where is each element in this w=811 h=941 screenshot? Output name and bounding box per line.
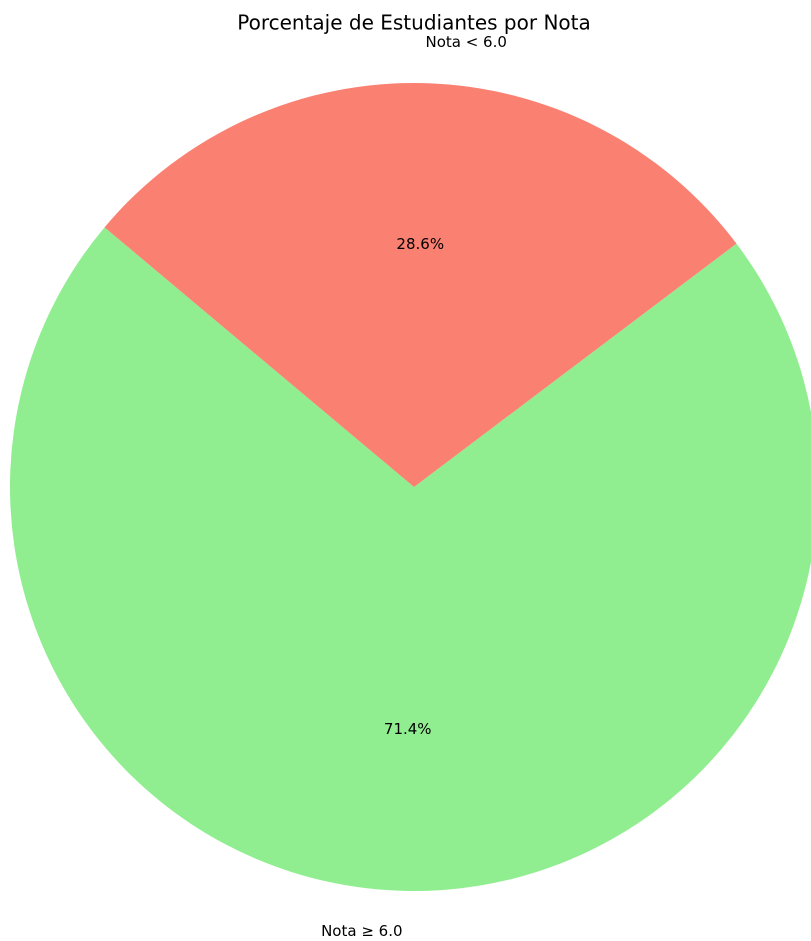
value-label: 71.4% bbox=[384, 720, 432, 738]
slice-label: Nota ≥ 6.0 bbox=[321, 922, 402, 940]
pie-slice bbox=[10, 227, 811, 891]
value-label: 28.6% bbox=[396, 235, 444, 253]
slice-label: Nota < 6.0 bbox=[425, 33, 506, 51]
pie-slice bbox=[104, 82, 737, 487]
chart-title: Porcentaje de Estudiantes por Nota bbox=[237, 11, 591, 35]
